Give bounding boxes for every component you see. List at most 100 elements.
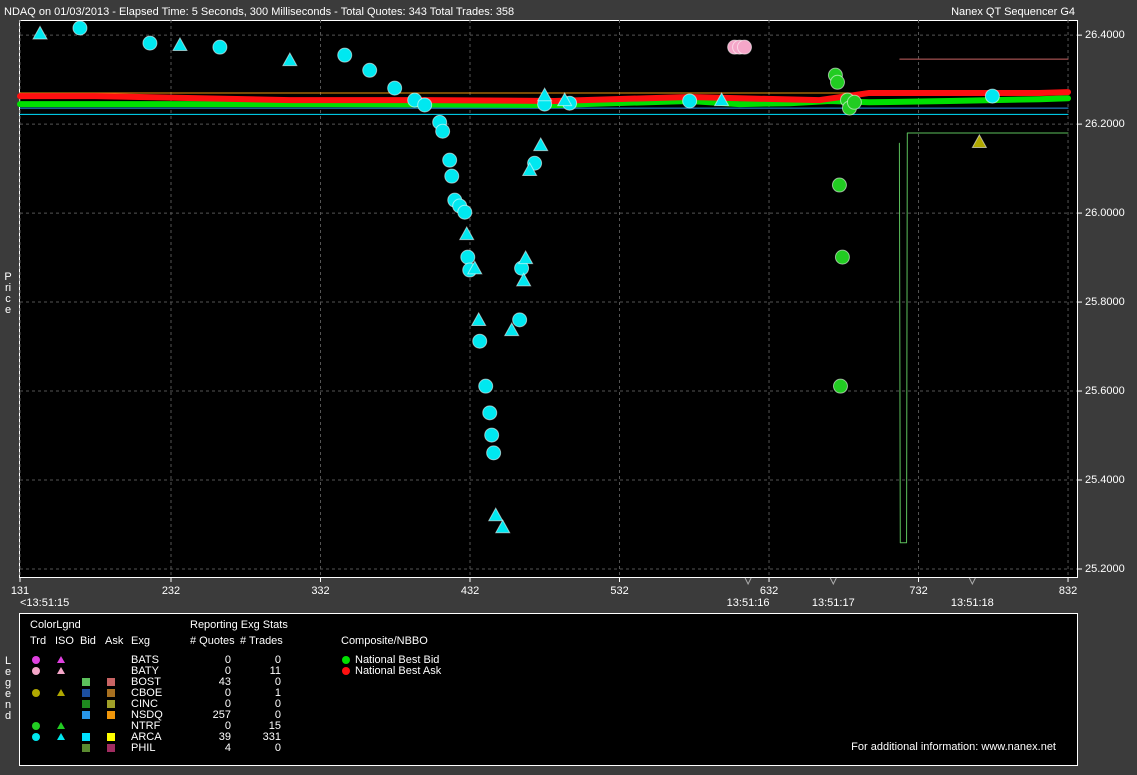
iso-trade-point: [470, 311, 487, 326]
legend-trades: 0: [275, 709, 281, 721]
plot-area: [19, 20, 1078, 578]
legend-nbbo-name: National Best Ask: [355, 665, 442, 677]
iso-trade-point: [466, 260, 483, 275]
y-tick-label: 25.8000: [1085, 296, 1125, 308]
x-tick-label: 532: [610, 585, 628, 597]
legend-ask-swatch: [107, 733, 115, 741]
legend-bid-swatch: [82, 678, 90, 686]
legend-trade-swatch: [32, 656, 40, 664]
legend-bid-swatch: [82, 700, 90, 708]
legend-trades: 0: [275, 676, 281, 688]
x-tick-label: 432: [461, 585, 479, 597]
legend-trades: 0: [275, 742, 281, 754]
y-tick-label: 25.2000: [1085, 563, 1125, 575]
legend-bid-swatch: [82, 711, 90, 719]
y-tick-label: 26.0000: [1085, 207, 1125, 219]
legend-exchange: ARCA: [131, 731, 162, 743]
legend-header: # Quotes: [190, 635, 235, 647]
trade-point: [435, 123, 451, 139]
legend-ask-swatch: [107, 744, 115, 752]
legend-quotes: 0: [225, 687, 231, 699]
time-label: <13:51:15: [20, 597, 69, 609]
legend-header: Reporting Exg Stats: [190, 619, 288, 631]
nbbo-line: [17, 95, 1072, 108]
legend-exchange: PHIL: [131, 742, 155, 754]
trade-point: [142, 35, 158, 51]
legend-header: ISO: [55, 635, 74, 647]
iso-trade-point: [521, 161, 538, 177]
trade-point: [72, 20, 88, 36]
y-axis-label: Price: [4, 271, 12, 316]
legend-iso-swatch: [57, 689, 65, 696]
legend-exchange: BOST: [131, 676, 161, 688]
time-label: 13:51:17: [812, 597, 855, 609]
legend-quotes: 43: [219, 676, 231, 688]
legend-quotes: 0: [225, 665, 231, 677]
legend-quotes: 0: [225, 654, 231, 666]
iso-trade-point: [503, 322, 520, 337]
legend-exchange: CINC: [131, 698, 158, 710]
legend-header: Exg: [131, 635, 150, 647]
trade-point: [512, 312, 528, 328]
trade-point: [472, 333, 488, 349]
trade-point: [460, 249, 476, 265]
legend-exchange: BATY: [131, 665, 160, 677]
iso-trade-point: [532, 136, 549, 152]
time-mark: [829, 577, 837, 586]
legend-header: Ask: [105, 635, 124, 647]
chart-title: NDAQ on 01/03/2013 - Elapsed Time: 5 Sec…: [4, 6, 514, 18]
trade-point: [387, 80, 403, 96]
trade-point: [984, 88, 1000, 104]
legend-bid-swatch: [82, 733, 90, 741]
legend-exchange: NTRF: [131, 720, 161, 732]
legend-quotes: 0: [225, 698, 231, 710]
legend-title: Legend: [4, 655, 12, 722]
y-tick-label: 25.6000: [1085, 385, 1125, 397]
legend-iso-swatch: [57, 733, 65, 740]
iso-trade-point: [458, 225, 475, 241]
legend-header: # Trades: [240, 635, 283, 647]
trade-point: [442, 152, 458, 168]
iso-trade-point: [32, 25, 48, 40]
legend-trades: 1: [275, 687, 281, 699]
trade-point: [444, 168, 460, 184]
x-tick-label: 832: [1059, 585, 1077, 597]
y-tick-label: 26.2000: [1085, 118, 1125, 130]
legend-trades: 0: [275, 654, 281, 666]
iso-trade-point: [536, 87, 553, 102]
legend-trade-swatch: [32, 667, 40, 675]
legend-header: ColorLgnd: [30, 619, 81, 631]
time-label: 13:51:18: [951, 597, 994, 609]
trade-point: [832, 378, 848, 394]
legend-trade-swatch: [32, 689, 40, 697]
x-tick-label: 131: [11, 585, 29, 597]
legend-ask-swatch: [107, 700, 115, 708]
trade-point: [212, 39, 228, 55]
bid-quote-line: [898, 132, 1069, 544]
trade-point: [737, 39, 753, 55]
legend-header: Bid: [80, 635, 96, 647]
x-tick-label: 232: [162, 585, 180, 597]
legend-quotes: 4: [225, 742, 231, 754]
legend-header: Trd: [30, 635, 46, 647]
legend-iso-swatch: [57, 667, 65, 674]
iso-trade-point: [282, 52, 298, 67]
legend-box: [19, 613, 1078, 766]
legend-iso-swatch: [57, 722, 65, 729]
trade-point: [484, 427, 500, 443]
legend-trades: 11: [270, 665, 281, 677]
trade-point: [482, 405, 498, 421]
time-label: 13:51:16: [727, 597, 770, 609]
x-tick-label: 732: [909, 585, 927, 597]
trade-point: [829, 74, 845, 90]
y-tick-label: 26.4000: [1085, 29, 1125, 41]
legend-ask-swatch: [107, 678, 115, 686]
iso-trade-point: [172, 36, 188, 52]
iso-trade-point: [556, 92, 573, 107]
legend-quotes: 0: [225, 720, 231, 732]
legend-trade-swatch: [32, 733, 40, 741]
trade-point: [478, 378, 494, 394]
trade-point: [831, 177, 847, 193]
legend-ask-swatch: [107, 689, 115, 697]
